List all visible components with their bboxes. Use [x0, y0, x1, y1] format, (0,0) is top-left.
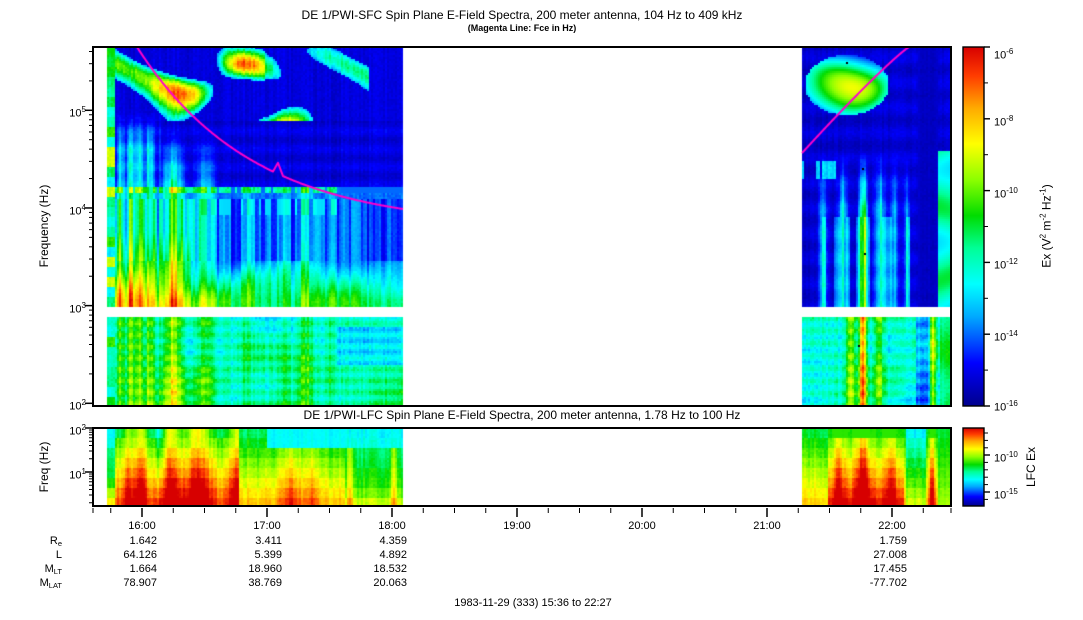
sfc-spectrogram-canvas — [93, 47, 951, 406]
x-axis-tick-label: 20:00 — [628, 520, 656, 532]
ephemeris-row-label: MLT — [44, 563, 62, 576]
sfc-y-tick-label: 105 — [69, 105, 86, 120]
lfc-spectrogram-canvas — [93, 428, 951, 506]
ephemeris-value: 64.126 — [123, 549, 157, 561]
sfc-y-axis-label: Frequency (Hz) — [37, 184, 51, 268]
lfc-y-axis-label: Freq (Hz) — [37, 441, 51, 493]
lfc-colorbar-tick-label: 10-10 — [994, 450, 1018, 465]
sfc-y-tick-label: 104 — [69, 202, 86, 218]
x-axis-tick-label: 18:00 — [378, 520, 406, 532]
ephemeris-row-label: L — [55, 549, 62, 561]
ephemeris-value: 18.960 — [248, 563, 282, 575]
sfc-y-tick-label: 103 — [69, 300, 86, 316]
ephemeris-value: 18.532 — [373, 563, 407, 575]
sfc-colorbar-unit-label-part: -2 — [1038, 213, 1048, 221]
ephemeris-value: 5.399 — [254, 549, 282, 561]
sfc-colorbar-tick-label: 10-6 — [994, 47, 1014, 62]
sfc-colorbar-unit-label-part: -1 — [1038, 188, 1048, 196]
sfc-colorbar-unit-label: Ex (V2 m-2 Hz-1) — [1039, 184, 1054, 267]
sfc-colorbar-unit-label-part: Ex (V — [1039, 238, 1054, 268]
ephemeris-value: 78.907 — [123, 577, 157, 589]
ephemeris-value: 1.759 — [879, 535, 907, 547]
lfc-colorbar-unit-label: LFC Ex — [1024, 446, 1038, 488]
ephemeris-row-label: Re — [49, 535, 62, 548]
x-axis-tick-label: 22:00 — [878, 520, 906, 532]
ephemeris-value: 27.008 — [873, 549, 907, 561]
sfc-colorbar-unit-label-part: ) — [1039, 184, 1054, 189]
sfc-colorbar-unit-label-part: Hz — [1039, 195, 1054, 214]
ephemeris-value: 20.063 — [373, 577, 407, 589]
ephemeris-value: 1.664 — [129, 563, 157, 575]
sfc-colorbar-tick-label: 10-12 — [994, 257, 1018, 273]
sfc-colorbar-tick-label: 10-16 — [994, 399, 1018, 414]
footer-date-range: 1983-11-29 (333) 15:36 to 22:27 — [454, 597, 612, 609]
lfc-colorbar — [963, 428, 984, 506]
lfc-colorbar-tick-label: 10-15 — [994, 487, 1018, 502]
ephemeris-value: 17.455 — [873, 563, 907, 575]
lfc-y-tick-label: 102 — [69, 423, 86, 438]
sfc-colorbar — [963, 47, 984, 406]
sfc-colorbar-unit-label-part: 2 — [1038, 233, 1048, 239]
sfc-colorbar-unit-label-part: m — [1039, 220, 1054, 234]
sfc-y-tick-label: 102 — [69, 398, 86, 413]
lfc-title: DE 1/PWI-LFC Spin Plane E-Field Spectra,… — [303, 408, 741, 422]
ephemeris-value: 1.642 — [129, 535, 157, 547]
lfc-y-tick-label: 101 — [69, 467, 86, 482]
sfc-colorbar-tick-label: 10-10 — [994, 185, 1018, 201]
x-axis-tick-label: 16:00 — [128, 520, 156, 532]
ephemeris-value: 38.769 — [248, 577, 282, 589]
ephemeris-row-label: MLAT — [39, 577, 62, 590]
x-axis-tick-label: 17:00 — [253, 520, 281, 532]
sfc-colorbar-tick-label: 10-8 — [994, 113, 1014, 129]
x-axis-tick-label: 19:00 — [503, 520, 531, 532]
ephemeris-value: -77.702 — [869, 577, 907, 589]
sfc-colorbar-tick-label: 10-14 — [994, 329, 1018, 344]
x-axis-tick-label: 21:00 — [753, 520, 781, 532]
sfc-title: DE 1/PWI-SFC Spin Plane E-Field Spectra,… — [301, 8, 743, 22]
ephemeris-value: 3.411 — [255, 535, 282, 547]
ephemeris-value: 4.892 — [379, 549, 407, 561]
ephemeris-value: 4.359 — [379, 535, 407, 547]
fce-line-subtitle: (Magenta Line: Fce in Hz) — [467, 23, 577, 33]
